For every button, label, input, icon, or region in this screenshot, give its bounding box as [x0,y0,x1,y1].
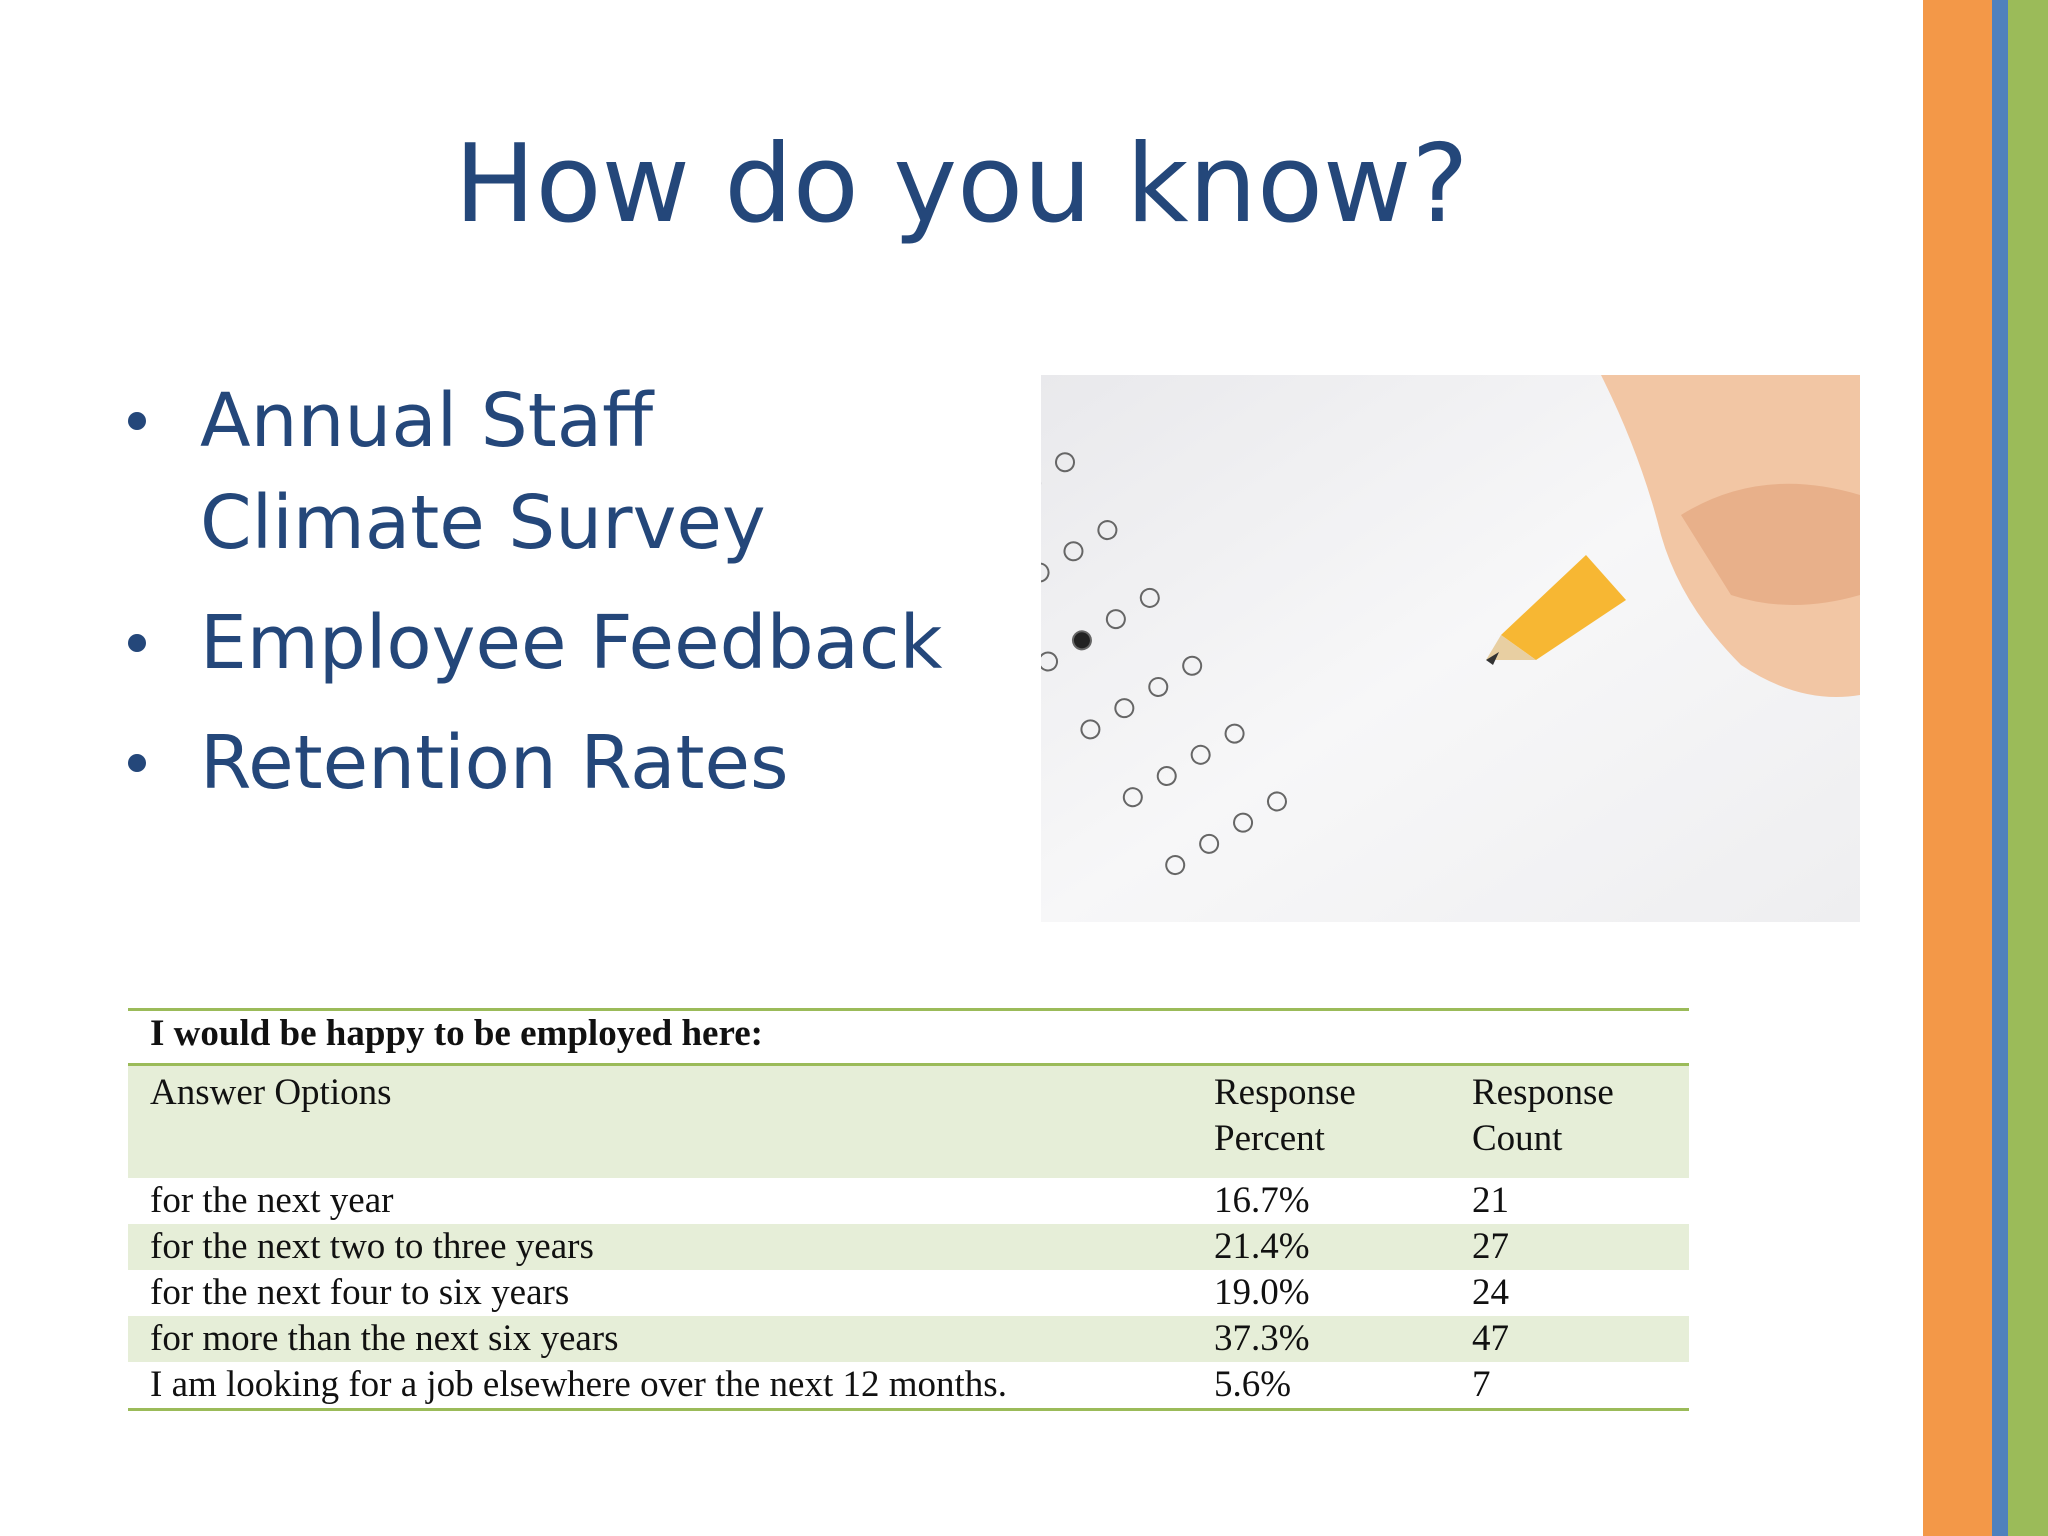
bullet-line: Retention Rates [200,720,789,806]
table-row: I am looking for a job elsewhere over th… [128,1362,1689,1411]
table-cell: 47 [1450,1316,1689,1362]
header-cell: Response Percent [1192,1064,1450,1178]
header-row: Answer Options Response Percent Response… [128,1064,1689,1178]
bullet-list: Annual Staff Climate Survey Employee Feed… [120,370,942,832]
table-cell: 21 [1472,1180,1509,1221]
table-cell: for more than the next six years [128,1316,1192,1362]
bullet-line: Employee Feedback [200,600,943,686]
bullet: Annual Staff Climate Survey [120,370,942,574]
table-cell: for the next four to six years [150,1272,570,1313]
table-cell: 7 [1450,1362,1689,1411]
caption-row: I would be happy to be employed here: [128,1008,1689,1066]
bullet: Employee Feedback [120,592,942,694]
bullet-line: Annual Staff [200,378,654,464]
table-row: for more than the next six years 37.3% 47 [128,1316,1689,1362]
table-cell: for the next year [150,1180,394,1221]
slide-title: How do you know? [454,122,1469,247]
orange-stripe [1923,0,1992,1536]
table-cell: 27 [1450,1224,1689,1270]
table-cell: 5.6% [1192,1362,1450,1411]
header-cell: Response Count [1450,1064,1689,1178]
green-stripe [2008,0,2048,1536]
answer-sheet-photo [1041,375,1860,922]
survey-table: I would be happy to be employed here: An… [128,1008,1689,1411]
table-row: for the next four to six years 19.0% 24 [128,1270,1689,1316]
table-cell: 16.7% [1214,1180,1310,1221]
header-cell: Answer Options [128,1064,1192,1178]
bullet: Retention Rates [120,712,942,814]
table-row: for the next year 16.7% 21 [128,1178,1689,1224]
table-cell: for the next two to three years [128,1224,1192,1270]
table-cell: 21.4% [1192,1224,1450,1270]
table-cell: 19.0% [1214,1272,1310,1313]
table-cell: I am looking for a job elsewhere over th… [128,1362,1192,1411]
bullet-line: Climate Survey [200,480,766,566]
table-cell: 24 [1472,1272,1509,1313]
blue-stripe [1992,0,2008,1536]
table-cell: 37.3% [1192,1316,1450,1362]
table-caption: I would be happy to be employed here: [128,1008,1689,1066]
table-row: for the next two to three years 21.4% 27 [128,1224,1689,1270]
